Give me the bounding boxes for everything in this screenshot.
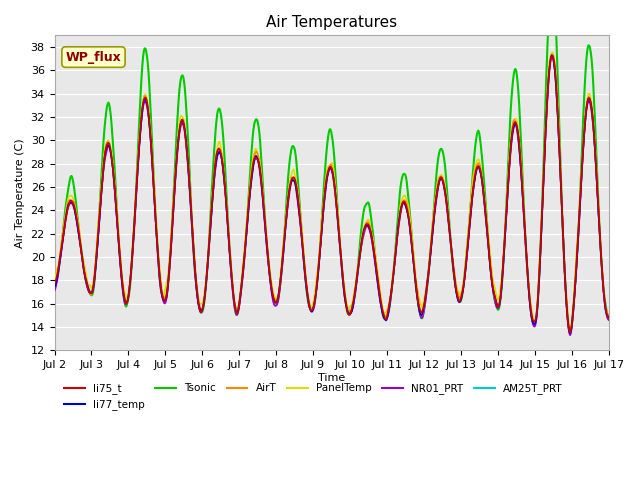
- Legend: li75_t, li77_temp, Tsonic, AirT, PanelTemp, NR01_PRT, AM25T_PRT: li75_t, li77_temp, Tsonic, AirT, PanelTe…: [60, 379, 567, 415]
- Title: Air Temperatures: Air Temperatures: [266, 15, 397, 30]
- Y-axis label: Air Temperature (C): Air Temperature (C): [15, 138, 25, 248]
- Text: WP_flux: WP_flux: [66, 50, 122, 63]
- X-axis label: Time: Time: [318, 373, 345, 383]
